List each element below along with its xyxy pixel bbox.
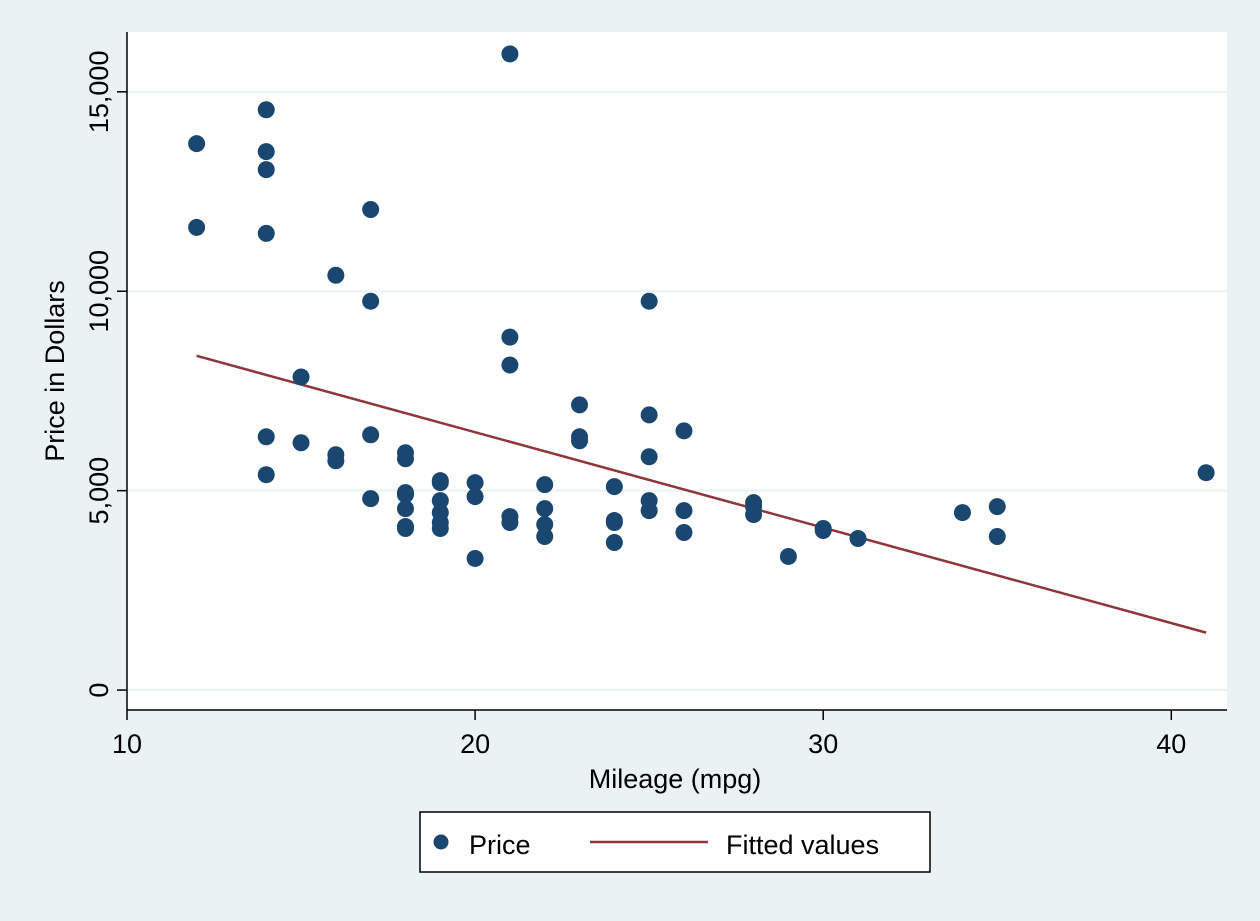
data-point [536,516,554,534]
data-point [745,506,763,524]
data-point [431,520,449,538]
legend-fitted-label: Fitted values [726,830,879,860]
legend-price-label: Price [469,830,531,860]
data-point [640,406,658,424]
data-point [257,428,275,446]
data-point [640,292,658,310]
data-point [571,432,589,450]
data-point [431,492,449,510]
data-point [501,356,519,374]
data-point [640,502,658,520]
x-tick-label: 30 [808,729,838,759]
data-point [188,218,206,236]
data-point [501,514,519,532]
data-point [257,224,275,242]
data-point [988,528,1006,546]
x-axis-label: Mileage (mpg) [589,764,762,794]
data-point [988,498,1006,516]
data-point [257,466,275,484]
data-point [257,143,275,161]
data-point [605,533,623,551]
data-point [257,161,275,179]
data-point [466,474,484,492]
y-tick-label: 15,000 [84,51,114,134]
data-point [779,547,797,565]
data-point [396,520,414,538]
data-point [396,486,414,504]
data-point [327,452,345,470]
data-point [362,292,380,310]
data-point [292,434,310,452]
data-point [953,504,971,522]
data-point [292,368,310,386]
data-point [466,549,484,567]
data-point [466,488,484,506]
data-point [188,135,206,153]
data-point [571,396,589,414]
data-point [396,450,414,468]
x-tick-label: 20 [460,729,490,759]
axes: 0 5,000 10,000 15,000 10 20 30 40 [84,32,1227,759]
y-tick-label: 5,000 [84,457,114,525]
fitted-line-group [196,354,1207,634]
data-point [362,200,380,218]
scatter-points [188,45,1215,567]
legend-price-marker [433,834,449,850]
y-axis-label: Price in Dollars [40,280,70,462]
y-tick-label: 10,000 [84,250,114,333]
data-point [675,524,693,542]
data-point [327,266,345,284]
data-point [640,448,658,466]
data-point [605,478,623,496]
data-point [1197,464,1215,482]
data-point [536,528,554,546]
y-tick-label: 0 [84,683,114,698]
x-tick-label: 10 [112,729,142,759]
data-point [501,45,519,63]
data-point [536,476,554,494]
data-point [536,500,554,518]
data-point [814,522,832,540]
plot-area [127,32,1227,710]
grid-lines [127,90,1227,692]
data-point [675,502,693,520]
data-point [362,426,380,444]
legend: Price Fitted values [419,811,931,873]
data-point [396,500,414,518]
data-point [849,530,867,548]
x-tick-label: 40 [1156,729,1186,759]
data-point [257,101,275,119]
data-point [501,328,519,346]
data-point [605,514,623,532]
data-point [362,490,380,508]
data-point [675,422,693,440]
fitted-line [196,354,1207,634]
data-point [431,474,449,492]
